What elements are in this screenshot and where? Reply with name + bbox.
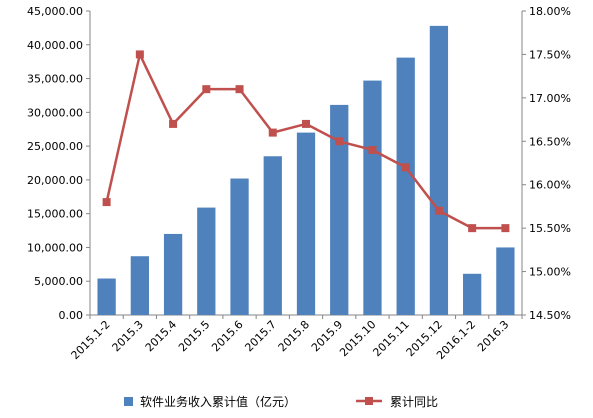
- bar: [163, 233, 183, 315]
- bar: [230, 178, 249, 315]
- left-tick-label: 10,000.00: [27, 241, 83, 254]
- right-tick-label: 17.00%: [529, 92, 571, 105]
- line-point: [335, 137, 344, 146]
- right-tick-label: 17.50%: [529, 48, 571, 61]
- left-tick-label: 5,000.00: [34, 275, 83, 288]
- category-tick-label: 2015.5: [176, 318, 212, 354]
- left-tick-label: 35,000.00: [27, 73, 83, 86]
- bar: [97, 278, 116, 315]
- left-tick-label: 45,000.00: [27, 5, 83, 18]
- line-point: [434, 206, 443, 215]
- legend-label-line: 累计同比: [390, 395, 438, 409]
- legend: 软件业务收入累计值（亿元） 累计同比: [124, 394, 438, 409]
- line-point: [401, 163, 410, 172]
- right-tick-label: 14.50%: [529, 309, 571, 322]
- line-point: [235, 85, 244, 94]
- category-tick-label: 2015.3: [110, 318, 146, 354]
- bar: [197, 207, 216, 315]
- right-axis-ticks: 14.50% 15.00% 15.50% 16.00% 16.50% 17.00% 17.5…: [522, 5, 571, 322]
- line-point: [468, 224, 477, 233]
- line-point: [202, 85, 211, 94]
- category-tick-label: 2015.1-2: [69, 318, 113, 362]
- legend-swatch-marker: [365, 397, 373, 405]
- category-tick-label: 2015.4: [143, 318, 179, 354]
- category-tick-label: 2015.8: [276, 318, 312, 354]
- line-point: [102, 198, 111, 207]
- category-tick-label: 2016.3: [475, 318, 511, 354]
- line-series: [102, 50, 510, 233]
- line-point: [169, 119, 178, 128]
- left-tick-label: 40,000.00: [27, 39, 83, 52]
- line-point: [501, 224, 510, 233]
- category-tick-label: 2015.6: [209, 318, 245, 354]
- line-point: [268, 128, 277, 137]
- bar: [463, 273, 482, 315]
- category-tick-label: 2015.7: [242, 318, 278, 354]
- line-point: [135, 50, 144, 59]
- right-tick-label: 16.00%: [529, 179, 571, 192]
- bar: [263, 156, 282, 315]
- line-point: [302, 119, 310, 128]
- line-point: [368, 145, 377, 154]
- bar: [130, 256, 149, 315]
- right-tick-label: 15.50%: [529, 222, 571, 235]
- legend-label-bar: 软件业务收入累计值（亿元）: [140, 394, 296, 409]
- category-axis-ticks: 2015.1-22015.32015.42015.52015.62015.720…: [69, 315, 523, 362]
- left-axis-ticks: 0.00 5,000.00 10,000.00 15,000.00 20,000.00 2…: [27, 5, 90, 322]
- bar-series: [97, 25, 515, 316]
- right-tick-label: 18.00%: [529, 5, 571, 18]
- left-tick-label: 0.00: [59, 309, 84, 322]
- bar: [296, 132, 316, 315]
- left-tick-label: 30,000.00: [27, 106, 83, 119]
- bar: [330, 104, 349, 315]
- right-tick-label: 15.00%: [529, 266, 571, 279]
- legend-swatch-bar: [124, 397, 133, 406]
- left-tick-label: 25,000.00: [27, 140, 83, 153]
- bar: [396, 57, 415, 315]
- left-tick-label: 20,000.00: [27, 174, 83, 187]
- bar: [496, 247, 515, 315]
- bar: [363, 80, 382, 316]
- right-tick-label: 16.50%: [529, 135, 571, 148]
- left-tick-label: 15,000.00: [27, 208, 83, 221]
- bar: [429, 25, 449, 316]
